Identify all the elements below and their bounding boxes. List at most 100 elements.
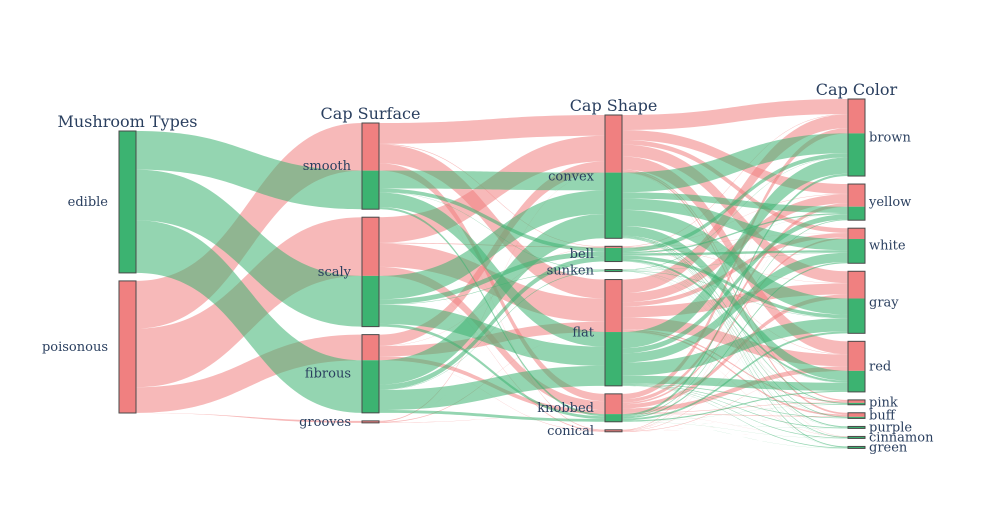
ribbon-cap-surface-scaly-to-convex-edible xyxy=(379,190,605,300)
bar-cap-shape-knobbed[interactable] xyxy=(604,393,623,423)
bar-outline xyxy=(118,130,137,274)
ribbon-cap-surface-smooth-to-flat-edible xyxy=(379,192,605,347)
bar-mushroom-types-edible[interactable] xyxy=(118,130,137,274)
bar-segment-edible xyxy=(362,360,379,413)
ribbon-cap-shape-knobbed-to-pink-edible xyxy=(622,404,848,422)
bar-cap-color-buff[interactable] xyxy=(847,412,866,419)
bar-segment-poisonous xyxy=(605,115,622,173)
ribbon-cap-shape-bell-to-brown-poisonous xyxy=(622,114,848,247)
bar-segment-edible xyxy=(848,436,865,439)
bar-cap-color-cinnamon[interactable] xyxy=(847,435,866,439)
category-label-brown: brown xyxy=(869,131,911,146)
bar-cap-shape-sunken[interactable] xyxy=(604,269,623,273)
ribbon-cap-shape-knobbed-to-purple-edible xyxy=(622,421,848,429)
bar-segment-poisonous xyxy=(362,123,379,171)
ribbon-cap-surface-fibrous-to-bell-edible xyxy=(379,256,605,390)
ribbon-cap-shape-convex-to-pink-edible xyxy=(622,235,848,404)
bar-outline xyxy=(604,114,623,239)
ribbon-cap-shape-conical-to-buff-poisonous xyxy=(622,416,848,432)
bar-cap-color-purple[interactable] xyxy=(847,425,866,429)
ribbon-cap-surface-fibrous-to-convex-edible xyxy=(379,213,605,385)
bar-cap-color-pink[interactable] xyxy=(847,399,866,406)
dimension-title-cap-shape: Cap Shape xyxy=(570,96,658,115)
ribbon-cap-surface-fibrous-to-knobbed-edible xyxy=(379,410,605,422)
bar-segment-edible xyxy=(605,269,622,272)
bar-cap-surface-fibrous[interactable] xyxy=(361,334,380,414)
ribbon-cap-shape-knobbed-to-cinnamon-edible xyxy=(622,421,848,439)
category-label-scaly: scaly xyxy=(318,265,352,280)
category-label-edible: edible xyxy=(68,195,109,210)
ribbon-cap-shape-flat-to-yellow-edible xyxy=(622,214,848,354)
bar-outline xyxy=(361,122,380,210)
ribbon-cap-surface-scaly-to-flat-edible xyxy=(379,304,605,366)
bar-outline xyxy=(847,399,866,406)
ribbon-cap-shape-bell-to-buff-poisonous xyxy=(622,247,848,415)
category-label-sunken: sunken xyxy=(547,264,595,279)
bar-outline xyxy=(361,216,380,328)
bar-cap-color-yellow[interactable] xyxy=(847,183,866,221)
bar-segment-poisonous xyxy=(848,228,865,239)
bar-mushroom-types-poisonous[interactable] xyxy=(118,280,137,414)
bar-cap-surface-grooves[interactable] xyxy=(361,420,380,424)
ribbon-cap-shape-sunken-to-pink-edible xyxy=(622,271,848,404)
ribbon-cap-shape-bell-to-yellow-edible xyxy=(622,212,848,254)
ribbon-cap-shape-knobbed-to-red-poisonous xyxy=(622,366,848,413)
dimension-title-mushroom-types: Mushroom Types xyxy=(57,112,197,131)
category-label-pink: pink xyxy=(869,395,898,410)
ribbon-layer xyxy=(136,99,848,449)
ribbon-cap-surface-smooth-to-convex-poisonous xyxy=(379,115,605,144)
bar-segment-edible xyxy=(848,370,865,392)
bar-outline xyxy=(847,227,866,264)
ribbon-cap-surface-smooth-to-bell-edible xyxy=(379,188,605,252)
bar-segment-poisonous xyxy=(848,271,865,299)
bar-segment-poisonous xyxy=(119,280,136,413)
bar-outline xyxy=(604,429,623,433)
bar-segment-edible xyxy=(848,416,865,419)
bar-cap-color-red[interactable] xyxy=(847,340,866,393)
ribbon-cap-surface-grooves-to-flat-poisonous xyxy=(379,331,605,423)
ribbon-cap-shape-bell-to-white-poisonous xyxy=(622,232,848,248)
bar-segment-poisonous xyxy=(848,399,865,403)
bar-outline xyxy=(847,435,866,439)
bar-cap-surface-scaly[interactable] xyxy=(361,216,380,328)
ribbon-cap-shape-sunken-to-white-edible xyxy=(622,252,848,271)
bar-cap-color-gray[interactable] xyxy=(847,270,866,334)
ribbon-cap-surface-grooves-to-conical-poisonous xyxy=(379,422,605,432)
bar-cap-shape-flat[interactable] xyxy=(604,279,623,387)
ribbon-cap-shape-knobbed-to-red-edible xyxy=(622,390,848,422)
bar-cap-color-white[interactable] xyxy=(847,227,866,264)
ribbon-cap-shape-flat-to-pink-poisonous xyxy=(622,329,848,403)
bar-cap-color-brown[interactable] xyxy=(847,98,866,177)
category-label-grooves: grooves xyxy=(299,415,351,430)
bar-segment-poisonous xyxy=(848,99,865,134)
bar-cap-color-green[interactable] xyxy=(847,445,866,449)
bar-cap-shape-bell[interactable] xyxy=(604,245,623,263)
ribbon-cap-shape-bell-to-buff-edible xyxy=(622,261,848,418)
bar-segment-edible xyxy=(605,332,622,386)
ribbon-cap-shape-sunken-to-brown-edible xyxy=(622,157,848,271)
bar-segment-edible xyxy=(848,238,865,264)
ribbon-cap-shape-sunken-to-green-edible xyxy=(622,271,848,448)
bar-segment-edible xyxy=(848,402,865,405)
bar-outline xyxy=(604,245,623,263)
bar-cap-shape-conical[interactable] xyxy=(604,429,623,433)
ribbon-mushroom-types-poisonous-to-grooves-poisonous xyxy=(136,412,362,423)
category-label-conical: conical xyxy=(547,424,594,439)
bar-segment-poisonous xyxy=(605,429,622,432)
bar-outline xyxy=(604,269,623,273)
ribbon-cap-shape-convex-to-gray-edible xyxy=(622,209,848,315)
category-label-purple: purple xyxy=(869,420,912,435)
bar-segment-edible xyxy=(848,426,865,429)
ribbon-cap-surface-fibrous-to-sunken-edible xyxy=(379,270,605,391)
bar-cap-shape-convex[interactable] xyxy=(604,114,623,239)
ribbon-cap-surface-scaly-to-flat-poisonous xyxy=(379,243,605,322)
ribbon-cap-shape-convex-to-white-poisonous xyxy=(622,139,848,233)
bar-cap-surface-smooth[interactable] xyxy=(361,122,380,210)
dimension-title-cap-color: Cap Color xyxy=(816,80,898,99)
ribbon-cap-surface-scaly-to-conical-poisonous xyxy=(379,275,605,432)
bar-segment-edible xyxy=(362,275,379,327)
ribbon-cap-shape-knobbed-to-pink-poisonous xyxy=(622,402,848,414)
ribbon-cap-shape-sunken-to-red-edible xyxy=(622,271,848,383)
bar-outline xyxy=(847,183,866,221)
bar-segment-poisonous xyxy=(848,341,865,371)
